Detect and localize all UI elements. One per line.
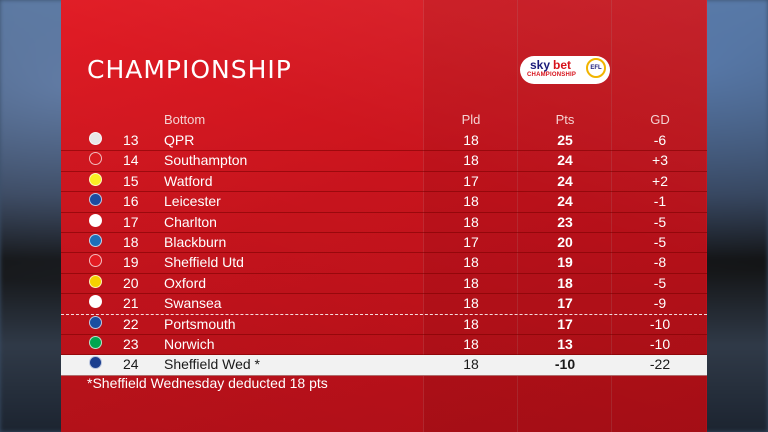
table-row: 16 Leicester 18 24 -1 xyxy=(61,192,707,213)
row-goal-difference: +2 xyxy=(652,172,668,189)
table-row: 13 QPR 18 25 -6 xyxy=(61,131,707,152)
club-badge-icon xyxy=(89,254,102,268)
club-badge-icon xyxy=(89,132,102,145)
club-badge-icon xyxy=(89,233,102,247)
row-played: 17 xyxy=(463,233,479,250)
header-section: Bottom xyxy=(164,112,206,127)
row-points: 18 xyxy=(557,274,573,291)
row-team: QPR xyxy=(164,132,195,148)
club-badge-icon xyxy=(89,274,102,288)
row-goal-difference: -5 xyxy=(653,213,667,230)
row-team: Watford xyxy=(164,172,213,189)
sponsor-sky-text: sky xyxy=(530,58,551,72)
row-played: 18 xyxy=(463,213,479,230)
club-badge-icon xyxy=(89,213,102,227)
row-played: 18 xyxy=(463,335,479,352)
row-played: 18 xyxy=(463,132,479,148)
club-badge-icon xyxy=(89,152,102,166)
row-team: Leicester xyxy=(164,193,221,210)
header-pld: Pld xyxy=(461,112,481,127)
row-goal-difference: -5 xyxy=(653,233,667,250)
row-played: 18 xyxy=(463,356,479,373)
page-title: CHAMPIONSHIP xyxy=(87,55,292,84)
row-goal-difference: -8 xyxy=(653,254,667,271)
row-points: 17 xyxy=(557,315,573,332)
row-position: 19 xyxy=(123,254,139,271)
club-badge-icon xyxy=(89,315,102,329)
row-played: 18 xyxy=(463,193,479,210)
row-points: 20 xyxy=(557,233,573,250)
row-team: Sheffield Utd xyxy=(164,254,244,271)
row-points: 24 xyxy=(557,152,573,169)
club-badge-icon xyxy=(89,295,102,309)
row-position: 13 xyxy=(123,132,139,148)
row-team: Oxford xyxy=(164,274,207,291)
row-played: 18 xyxy=(463,152,479,169)
table-row-highlighted: 24 Sheffield Wed * 18 -10 -22 xyxy=(61,355,707,376)
standings-table: 13 QPR 18 25 -6 14 Southampton 18 24 +3 … xyxy=(61,131,707,376)
row-points: 17 xyxy=(557,295,573,312)
row-position: 21 xyxy=(123,295,139,312)
row-position: 20 xyxy=(123,274,139,291)
header-pts: Pts xyxy=(555,112,575,127)
row-goal-difference: -6 xyxy=(653,132,667,148)
row-team: Swansea xyxy=(164,295,222,312)
row-position: 23 xyxy=(123,335,139,352)
row-points: 13 xyxy=(557,335,573,352)
row-goal-difference: -5 xyxy=(653,274,667,291)
club-badge-icon xyxy=(89,356,102,370)
row-goal-difference: -10 xyxy=(649,335,671,352)
row-team: Blackburn xyxy=(164,233,227,250)
row-position: 15 xyxy=(123,172,139,189)
table-row: 22 Portsmouth 18 17 -10 xyxy=(61,315,707,335)
table-row: 14 Southampton 18 24 +3 xyxy=(61,151,707,172)
row-position: 17 xyxy=(123,213,139,230)
row-position: 14 xyxy=(123,152,139,169)
table-row: 23 Norwich 18 13 -10 xyxy=(61,335,707,356)
efl-badge-icon: EFL xyxy=(586,58,606,78)
table-row: 15 Watford 17 24 +2 xyxy=(61,172,707,193)
row-position: 24 xyxy=(123,356,139,373)
row-team: Portsmouth xyxy=(164,315,236,332)
row-played: 18 xyxy=(463,274,479,291)
table-row-relegation-line: 21 Swansea 18 17 -9 xyxy=(61,294,707,315)
row-goal-difference: -1 xyxy=(653,193,667,210)
row-played: 18 xyxy=(463,315,479,332)
table-row: 20 Oxford 18 18 -5 xyxy=(61,274,707,295)
table-row: 18 Blackburn 17 20 -5 xyxy=(61,233,707,254)
row-points: 25 xyxy=(557,132,573,148)
sponsor-sub-text: CHAMPIONSHIP xyxy=(527,72,577,78)
header-gd: GD xyxy=(650,112,670,127)
club-badge-icon xyxy=(89,193,102,207)
table-row: 17 Charlton 18 23 -5 xyxy=(61,213,707,233)
row-played: 18 xyxy=(463,254,479,271)
row-position: 16 xyxy=(123,193,139,210)
row-points: 24 xyxy=(557,193,573,210)
row-position: 22 xyxy=(123,315,139,332)
row-position: 18 xyxy=(123,233,139,250)
row-goal-difference: -22 xyxy=(649,356,671,373)
row-goal-difference: +3 xyxy=(652,152,668,169)
row-team: Southampton xyxy=(164,152,248,169)
row-points: -10 xyxy=(554,356,576,373)
row-goal-difference: -9 xyxy=(653,295,667,312)
row-goal-difference: -10 xyxy=(649,315,671,332)
sponsor-bet-text: bet xyxy=(553,58,571,72)
row-played: 17 xyxy=(463,172,479,189)
row-team: Norwich xyxy=(164,335,215,352)
row-played: 18 xyxy=(463,295,479,312)
row-team: Charlton xyxy=(164,213,217,230)
club-badge-icon xyxy=(89,172,102,186)
table-row: 19 Sheffield Utd 18 19 -8 xyxy=(61,253,707,274)
row-points: 24 xyxy=(557,172,573,189)
sponsor-logo: sky bet CHAMPIONSHIP EFL xyxy=(520,56,610,84)
row-team: Sheffield Wed * xyxy=(164,356,260,373)
club-badge-icon xyxy=(89,335,102,349)
footnote: *Sheffield Wednesday deducted 18 pts xyxy=(87,375,328,391)
row-points: 19 xyxy=(557,254,573,271)
row-points: 23 xyxy=(557,213,573,230)
